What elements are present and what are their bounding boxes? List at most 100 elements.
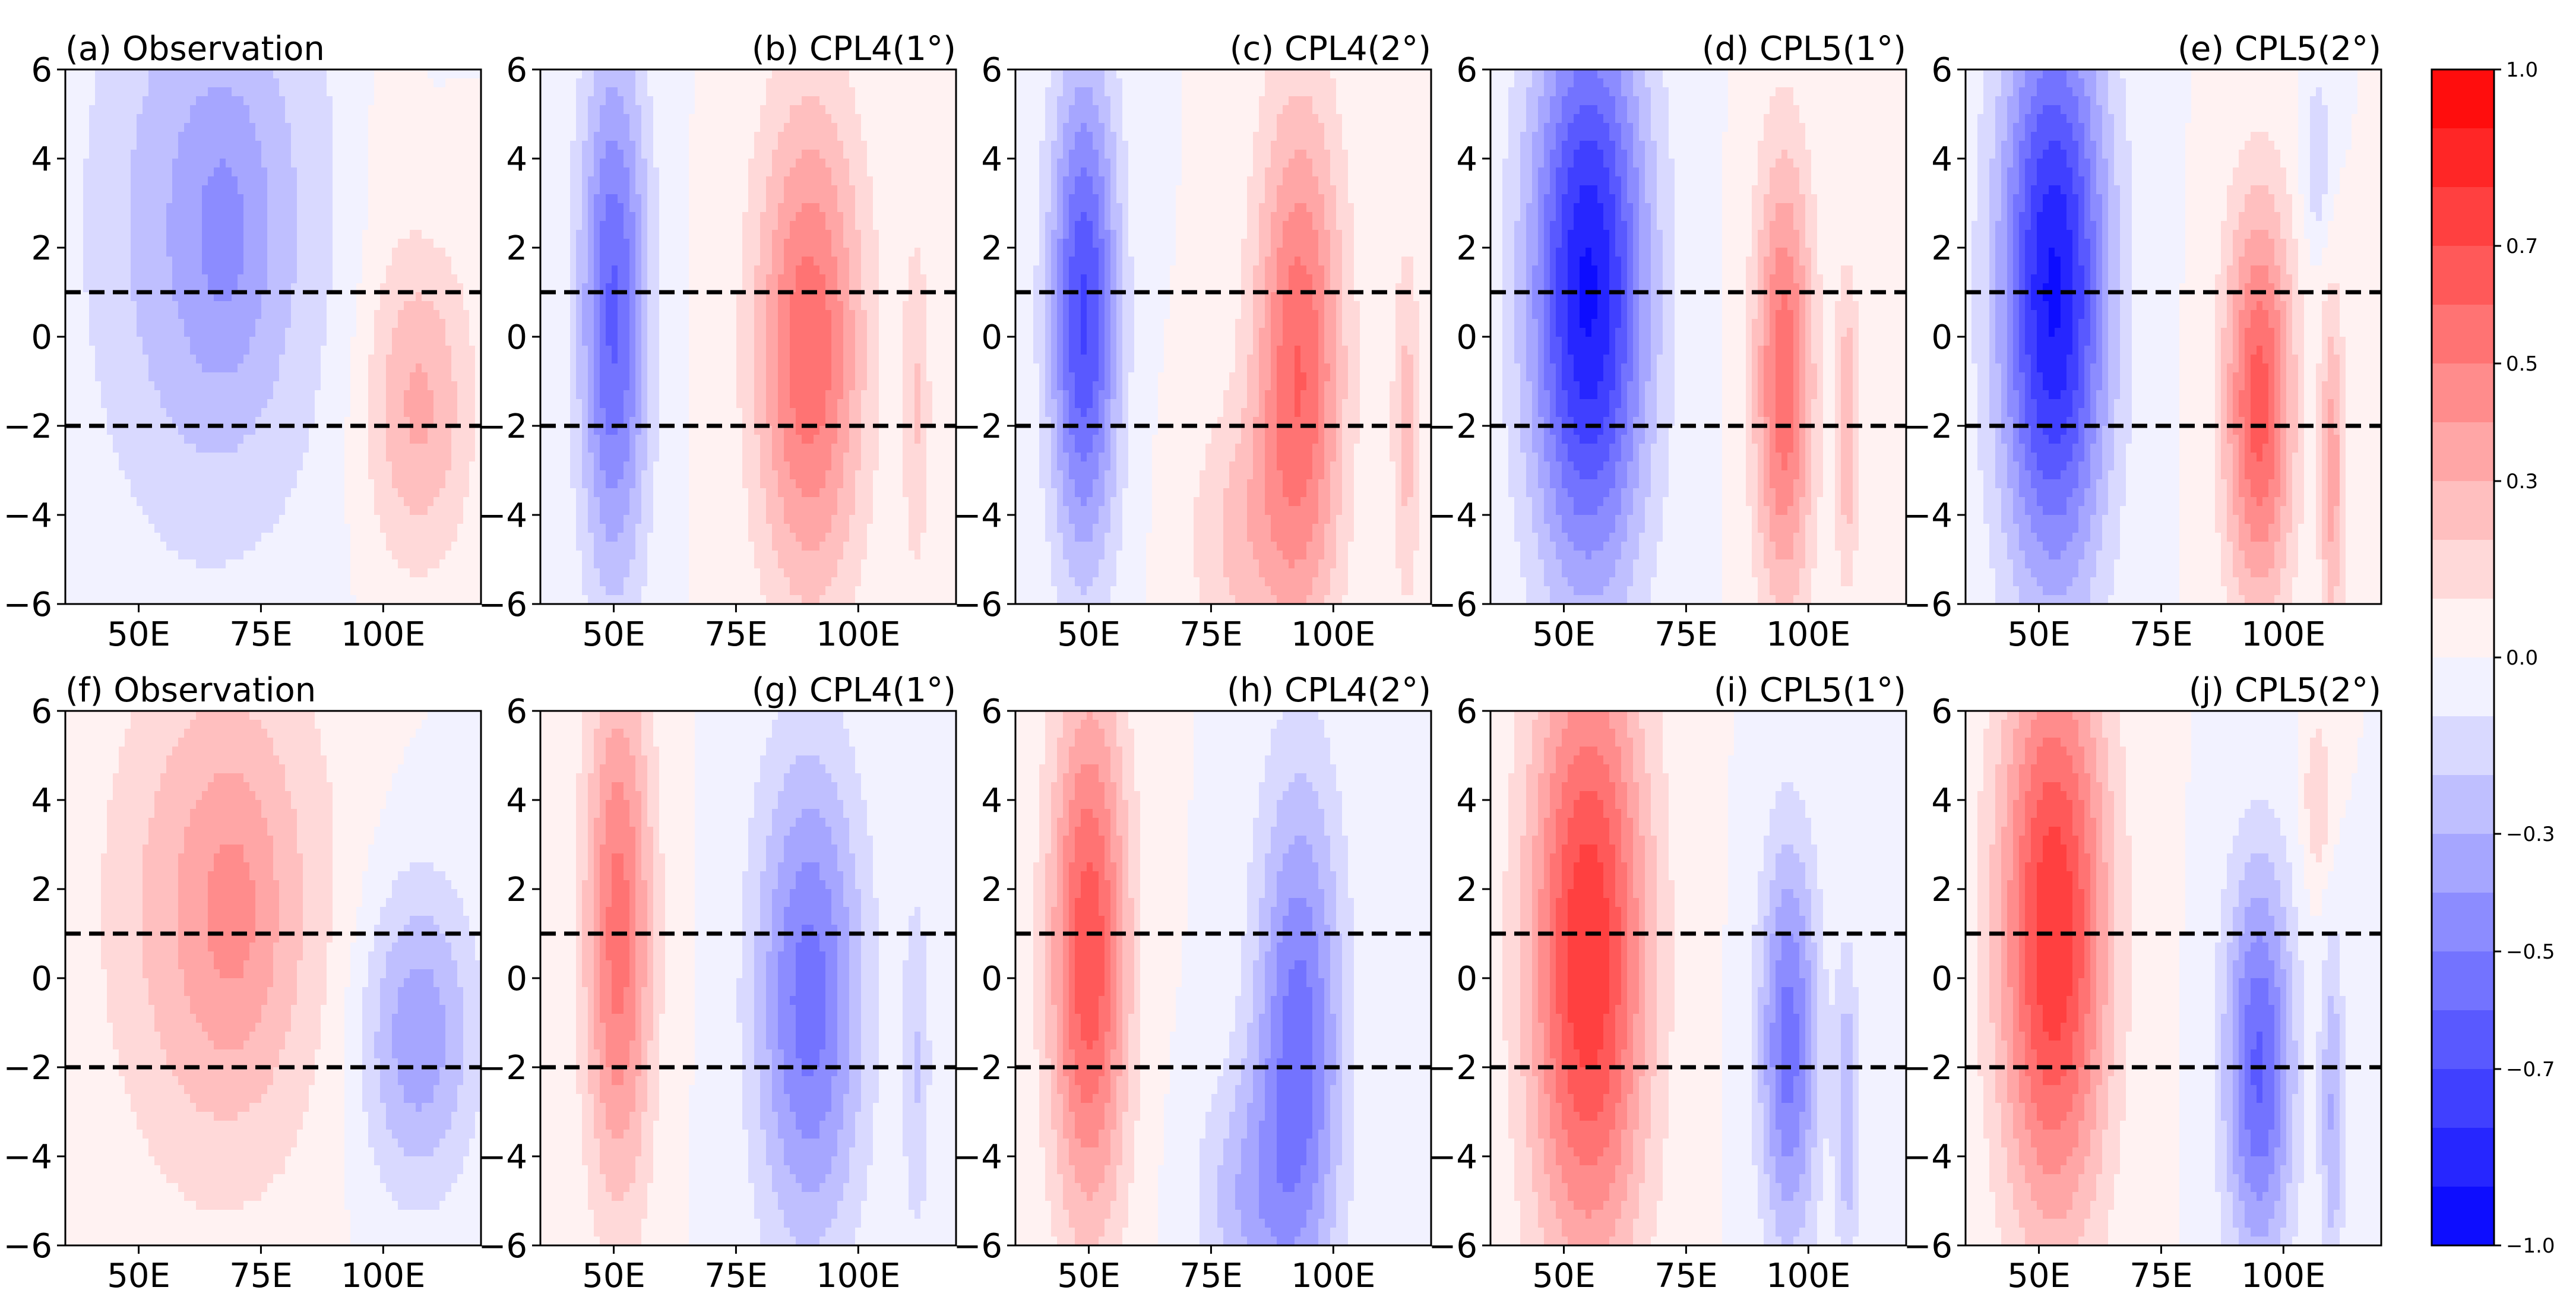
contour-cell: [184, 577, 191, 587]
contour-cell: [356, 78, 363, 88]
contour-cell: [196, 488, 202, 498]
contour-cell: [344, 123, 351, 132]
contour-cell: [422, 248, 428, 257]
contour-cell: [202, 328, 208, 337]
contour-cell: [368, 568, 375, 578]
contour-cell: [143, 551, 149, 560]
contour-cell: [101, 346, 107, 355]
contour-cell: [71, 132, 78, 141]
contour-cell: [208, 568, 214, 578]
contour-cell: [873, 132, 879, 141]
contour-cell: [879, 114, 885, 124]
contour-cell: [220, 123, 226, 132]
contour-cell: [131, 453, 137, 462]
contour-cell: [398, 310, 404, 320]
contour-cell: [119, 355, 125, 364]
contour-cell: [166, 123, 173, 132]
contour-cell: [273, 470, 280, 480]
contour-cell: [238, 453, 244, 462]
contour-cell: [166, 363, 173, 373]
contour-cell: [202, 185, 208, 195]
contour-cell: [576, 123, 583, 132]
contour-cell: [463, 479, 470, 489]
contour-cell: [433, 114, 440, 124]
contour-cell: [416, 453, 422, 462]
contour-cell: [83, 159, 90, 168]
contour-cell: [445, 123, 452, 132]
contour-cell: [71, 533, 78, 542]
contour-cell: [137, 355, 143, 364]
contour-cell: [303, 212, 309, 222]
contour-cell: [433, 470, 440, 480]
contour-cell: [148, 114, 155, 124]
contour-cell: [184, 248, 191, 257]
contour-cell: [154, 105, 161, 115]
contour-cell: [338, 167, 345, 177]
contour-cell: [422, 257, 428, 266]
contour-cell: [143, 399, 149, 409]
contour-cell: [77, 470, 84, 480]
contour-cell: [831, 141, 838, 150]
contour-cell: [428, 150, 434, 159]
contour-cell: [178, 78, 185, 88]
contour-cell: [428, 470, 434, 480]
contour-cell: [303, 194, 309, 204]
contour-cell: [83, 230, 90, 239]
contour-cell: [422, 497, 428, 507]
contour-cell: [368, 292, 375, 302]
contour-cell: [208, 301, 214, 311]
contour-cell: [226, 595, 232, 605]
contour-cell: [362, 194, 369, 204]
contour-cell: [303, 470, 309, 480]
contour-cell: [267, 239, 274, 248]
contour-cell: [730, 132, 737, 141]
contour-cell: [588, 141, 594, 150]
contour-cell: [202, 453, 208, 462]
contour-cell: [344, 577, 351, 587]
contour-cell: [344, 435, 351, 444]
contour-cell: [232, 479, 238, 489]
contour-cell: [208, 123, 214, 132]
contour-cell: [416, 399, 422, 409]
contour-cell: [439, 248, 446, 257]
contour-cell: [154, 257, 161, 266]
contour-cell: [154, 453, 161, 462]
contour-cell: [612, 159, 618, 168]
contour-cell: [416, 542, 422, 551]
contour-cell: [392, 212, 398, 222]
contour-cell: [220, 488, 226, 498]
contour-cell: [160, 390, 167, 400]
contour-cell: [398, 399, 404, 409]
contour-cell: [802, 123, 808, 132]
contour-cell: [261, 203, 268, 213]
contour-cell: [71, 381, 78, 391]
contour-cell: [190, 363, 197, 373]
contour-cell: [624, 114, 630, 124]
contour-cell: [422, 551, 428, 560]
contour-cell: [291, 159, 298, 168]
contour-cell: [107, 577, 113, 587]
contour-cell: [232, 265, 238, 275]
contour-cell: [386, 461, 393, 471]
contour-cell: [350, 381, 357, 391]
contour-cell: [445, 435, 452, 444]
contour-cell: [445, 408, 452, 418]
contour-cell: [404, 141, 410, 150]
contour-cell: [404, 194, 410, 204]
contour-cell: [398, 551, 404, 560]
contour-cell: [297, 568, 303, 578]
contour-cell: [160, 444, 167, 453]
contour-cell: [255, 150, 262, 159]
contour-cell: [457, 559, 464, 569]
contour-cell: [125, 87, 131, 97]
contour-cell: [612, 96, 618, 106]
contour-cell: [255, 337, 262, 346]
contour-cell: [380, 87, 387, 97]
contour-cell: [624, 69, 630, 79]
contour-cell: [196, 595, 202, 605]
contour-cell: [463, 408, 470, 418]
contour-cell: [65, 87, 72, 97]
contour-cell: [166, 203, 173, 213]
contour-cell: [255, 506, 262, 516]
contour-cell: [380, 203, 387, 213]
